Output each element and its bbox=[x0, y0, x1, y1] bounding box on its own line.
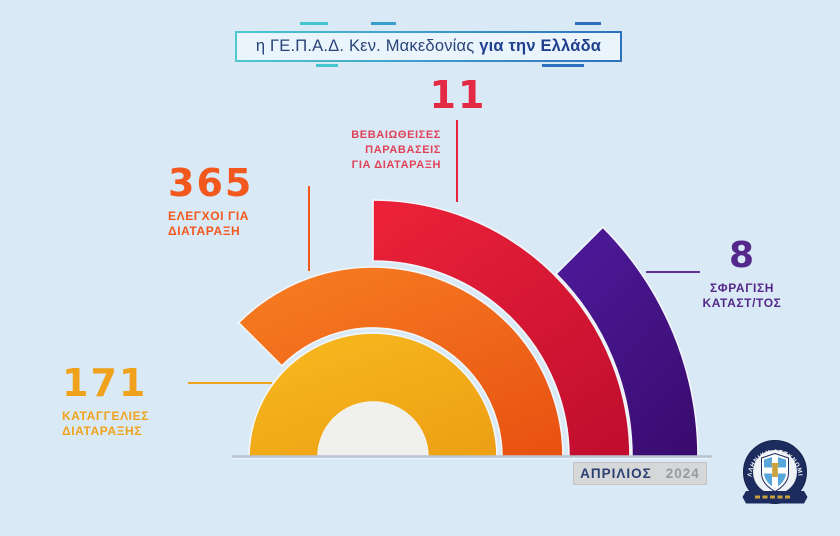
metric-violations-value: 11 bbox=[429, 73, 487, 117]
period-year: 2024 bbox=[665, 466, 700, 481]
page-title-prefix: η ΓΕ.Π.Α.Δ. Κεν. Μακεδονίας bbox=[255, 37, 480, 55]
deco-dash bbox=[300, 22, 328, 25]
deco-dash bbox=[371, 22, 396, 25]
period-badge: ΑΠΡΙΛΙΟΣ 2024 bbox=[573, 462, 707, 485]
logo-column-emblem bbox=[772, 464, 778, 477]
chart-hub bbox=[318, 402, 428, 457]
arc-rings-layer bbox=[237, 199, 699, 458]
metric-sealings-value: 8 bbox=[728, 235, 756, 276]
logo-ribbon-marks bbox=[755, 495, 790, 499]
deco-dash bbox=[575, 22, 601, 25]
period-month: ΑΠΡΙΛΙΟΣ bbox=[580, 466, 652, 481]
metric-inspections-value: 365 bbox=[168, 161, 254, 205]
metric-sealings-label: ΣΦΡΑΓΙΣΗ ΚΑΤΑΣΤ/ΤΟΣ bbox=[702, 280, 782, 310]
deco-dash bbox=[542, 64, 584, 67]
metric-complaints-label: ΚΑΤΑΓΓΕΛΙΕΣ ΔΙΑΤΑΡΑΞΗΣ bbox=[62, 408, 150, 438]
metric-inspections-label: ΕΛΕΓΧΟΙ ΓΙΑ ΔΙΑΤΑΡΑΞΗ bbox=[168, 208, 250, 238]
page-title-highlight: για την Ελλάδα bbox=[479, 37, 602, 55]
deco-dash bbox=[316, 64, 338, 67]
metric-violations: 11 bbox=[420, 76, 496, 115]
page-title: η ΓΕ.Π.Α.Δ. Κεν. Μακεδονίας για την Ελλά… bbox=[256, 37, 601, 56]
hellenic-police-logo-icon: ΕΛΛΗΝΙΚΗ ΑΣΤΥΝΟΜΙΑ bbox=[741, 438, 808, 504]
title-box: η ΓΕ.Π.Α.Δ. Κεν. Μακεδονίας για την Ελλά… bbox=[235, 31, 622, 62]
metric-complaints-value: 171 bbox=[62, 361, 148, 405]
metric-inspections: 365 ΕΛΕΓΧΟΙ ΓΙΑ ΔΙΑΤΑΡΑΞΗ bbox=[168, 164, 253, 239]
logo-column-capital bbox=[771, 463, 779, 465]
metric-complaints: 171 ΚΑΤΑΓΓΕΛΙΕΣ ΔΙΑΤΑΡΑΞΗΣ bbox=[62, 364, 149, 439]
metric-violations-label: ΒΕΒΑΙΩΘΕΙΣΕΣ ΠΑΡΑΒΑΣΕΙΣ ΓΙΑ ΔΙΑΤΑΡΑΞΗ bbox=[351, 129, 441, 171]
arc-inspections bbox=[237, 266, 564, 458]
metric-sealings: 8 ΣΦΡΑΓΙΣΗ ΚΑΤΑΣΤ/ΤΟΣ bbox=[692, 235, 792, 311]
